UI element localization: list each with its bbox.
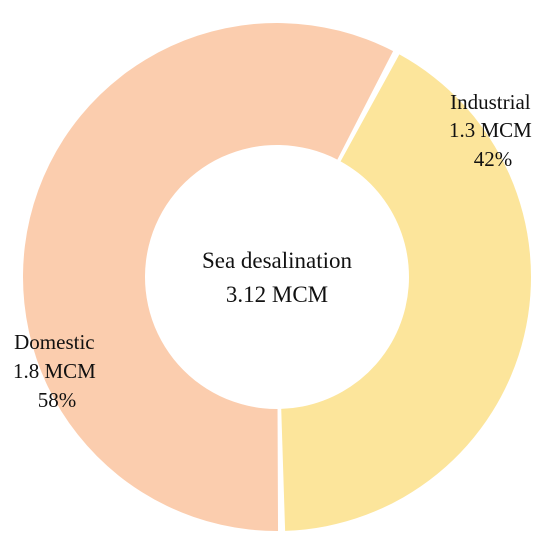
center-label-line-2: 3.12 MCM xyxy=(226,282,328,307)
slice-domestic xyxy=(23,22,394,531)
center-label-line-1: Sea desalination xyxy=(202,248,353,273)
slice-labels: Industrial 1.3 MCM 42% Domestic 1.8 MCM … xyxy=(13,90,537,412)
domestic-label-value: 1.8 MCM xyxy=(13,359,96,383)
industrial-label-value: 1.3 MCM xyxy=(449,118,532,142)
industrial-label-percent: 42% xyxy=(474,147,513,171)
slice-industrial xyxy=(281,54,531,531)
center-label: Sea desalination 3.12 MCM xyxy=(202,248,353,307)
donut-slices xyxy=(23,22,531,531)
domestic-label-category: Domestic xyxy=(14,330,94,354)
industrial-label: Industrial 1.3 MCM 42% xyxy=(449,90,537,171)
industrial-label-category: Industrial xyxy=(450,90,531,114)
domestic-label: Domestic 1.8 MCM 58% xyxy=(13,330,101,412)
domestic-label-percent: 58% xyxy=(38,388,77,412)
